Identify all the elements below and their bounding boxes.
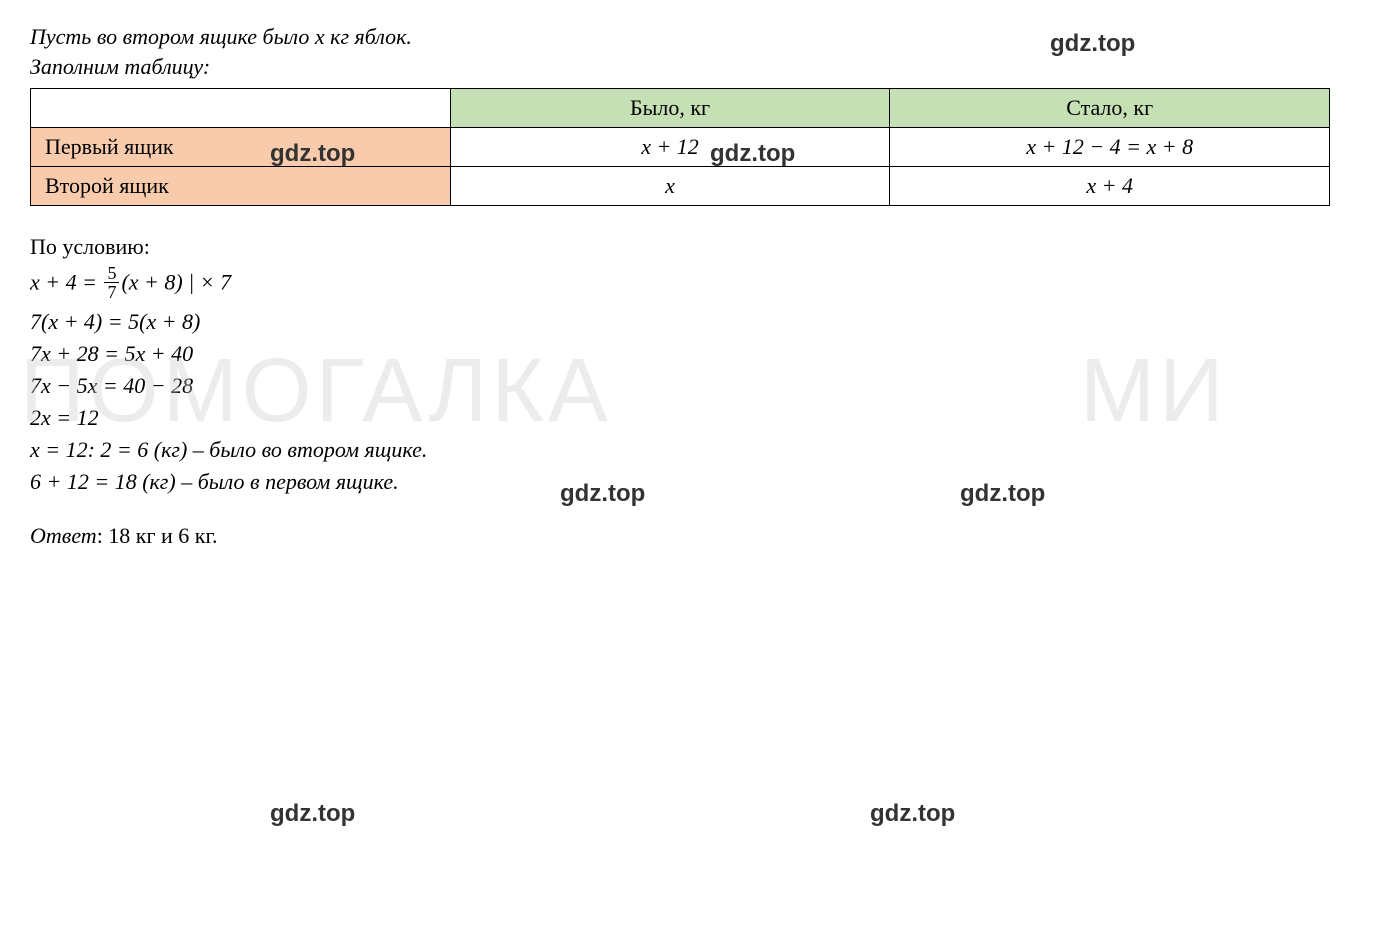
watermark-small: gdz.top bbox=[270, 800, 355, 828]
equation-line: 6 + 12 = 18 (кг) – было в первом ящике. bbox=[30, 469, 1370, 495]
intro-post: кг яблок. bbox=[325, 24, 412, 49]
equation-line: 2x = 12 bbox=[30, 405, 1370, 431]
table-cell: x + 12 bbox=[450, 128, 890, 167]
table-row-header-second: Второй ящик bbox=[31, 167, 451, 206]
table-header-row: Было, кг Стало, кг bbox=[31, 89, 1330, 128]
answer-line: Ответ: 18 кг и 6 кг. bbox=[30, 523, 1370, 549]
watermark-small: gdz.top bbox=[870, 800, 955, 828]
intro-pre: Пусть во втором ящике было bbox=[30, 24, 315, 49]
table-row: Второй ящик x x + 4 bbox=[31, 167, 1330, 206]
fraction-numerator: 5 bbox=[104, 264, 119, 283]
frac-rhs: (x + 8) | × 7 bbox=[121, 270, 231, 295]
intro-variable: x bbox=[315, 24, 325, 49]
table-col-header-was: Было, кг bbox=[450, 89, 890, 128]
intro-line-2: Заполним таблицу: bbox=[30, 54, 1370, 80]
table-corner-cell bbox=[31, 89, 451, 128]
table-cell: x + 12 − 4 = x + 8 bbox=[890, 128, 1330, 167]
answer-text: : 18 кг и 6 кг. bbox=[97, 523, 218, 548]
equation-line: 7x + 28 = 5x + 40 bbox=[30, 341, 1370, 367]
equation-line: x = 12: 2 = 6 (кг) – было во втором ящик… bbox=[30, 437, 1370, 463]
equation-fraction-line: x + 4 = 57(x + 8) | × 7 bbox=[30, 266, 1370, 303]
table-col-header-became: Стало, кг bbox=[890, 89, 1330, 128]
equation-line: 7(x + 4) = 5(x + 8) bbox=[30, 309, 1370, 335]
working-heading: По условию: bbox=[30, 234, 1370, 260]
intro-line-1: Пусть во втором ящике было x кг яблок. bbox=[30, 24, 1370, 50]
table-cell: x bbox=[450, 167, 890, 206]
frac-lhs: x + 4 = bbox=[30, 270, 102, 295]
data-table: Было, кг Стало, кг Первый ящик x + 12 x … bbox=[30, 88, 1330, 206]
fraction-denominator: 7 bbox=[104, 283, 119, 301]
answer-label: Ответ bbox=[30, 523, 97, 548]
table-row: Первый ящик x + 12 x + 12 − 4 = x + 8 bbox=[31, 128, 1330, 167]
table-cell: x + 4 bbox=[890, 167, 1330, 206]
equation-line: 7x − 5x = 40 − 28 bbox=[30, 373, 1370, 399]
table-row-header-first: Первый ящик bbox=[31, 128, 451, 167]
fraction: 57 bbox=[104, 264, 119, 301]
